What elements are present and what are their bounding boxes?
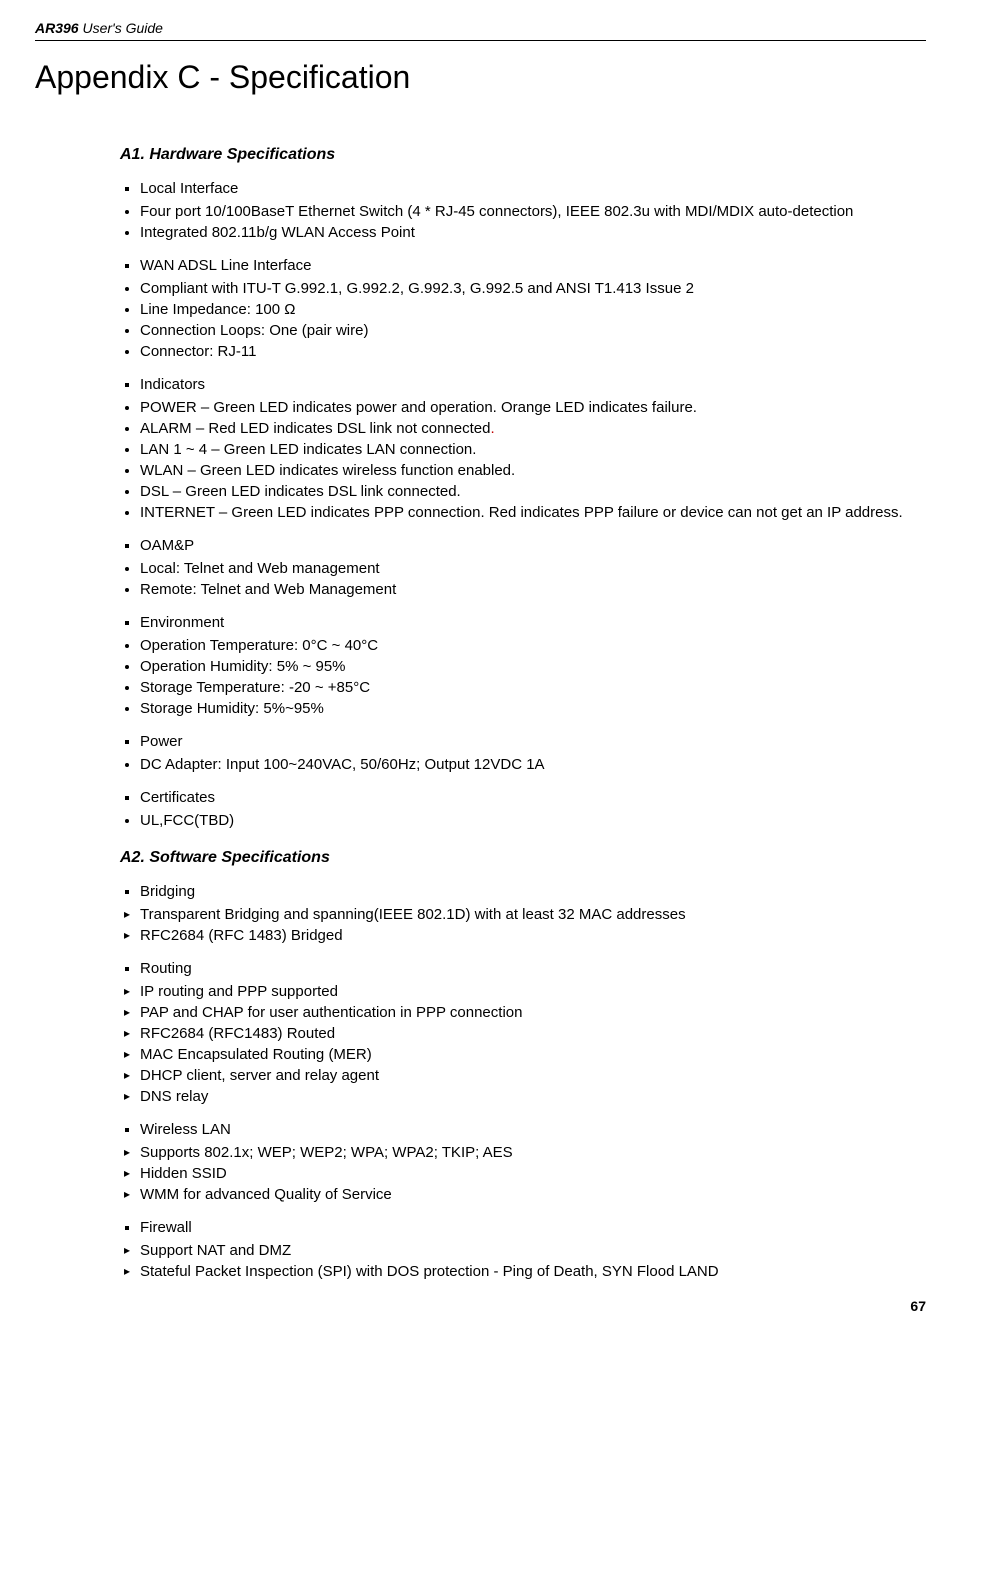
appendix-title: Appendix C - Specification	[35, 59, 926, 96]
list-item: DSL – Green LED indicates DSL link conne…	[140, 481, 926, 502]
bridging-label: Bridging	[140, 881, 926, 902]
list-item: Connector: RJ-11	[140, 341, 926, 362]
list-item: Connection Loops: One (pair wire)	[140, 320, 926, 341]
env-head: Environment	[120, 612, 926, 633]
list-item: UL,FCC(TBD)	[140, 810, 926, 831]
list-item: Supports 802.1x; WEP; WEP2; WPA; WPA2; T…	[126, 1142, 926, 1163]
wlan-label: Wireless LAN	[140, 1119, 926, 1140]
oam-list: Local: Telnet and Web management Remote:…	[120, 558, 926, 600]
header-text: AR396 User's Guide	[35, 20, 163, 36]
list-item: ALARM – Red LED indicates DSL link not c…	[140, 418, 926, 439]
a1-heading: A1. Hardware Specifications	[120, 146, 926, 164]
list-item: WLAN – Green LED indicates wireless func…	[140, 460, 926, 481]
list-item: Operation Temperature: 0°C ~ 40°C	[140, 635, 926, 656]
cert-label: Certificates	[140, 787, 926, 808]
list-item: LAN 1 ~ 4 – Green LED indicates LAN conn…	[140, 439, 926, 460]
firewall-label: Firewall	[140, 1217, 926, 1238]
list-item: Four port 10/100BaseT Ethernet Switch (4…	[140, 201, 926, 222]
wan-head: WAN ADSL Line Interface	[120, 255, 926, 276]
list-item: RFC2684 (RFC1483) Routed	[126, 1023, 926, 1044]
oam-head: OAM&P	[120, 535, 926, 556]
list-item: POWER – Green LED indicates power and op…	[140, 397, 926, 418]
list-item: Storage Temperature: -20 ~ +85°C	[140, 677, 926, 698]
local-interface-head: Local Interface	[120, 178, 926, 199]
local-interface-label: Local Interface	[140, 178, 926, 199]
list-item: INTERNET – Green LED indicates PPP conne…	[140, 502, 926, 523]
power-list: DC Adapter: Input 100~240VAC, 50/60Hz; O…	[120, 754, 926, 775]
power-head: Power	[120, 731, 926, 752]
wan-list: Compliant with ITU-T G.992.1, G.992.2, G…	[120, 278, 926, 362]
alarm-text: ALARM – Red LED indicates DSL link not c…	[140, 420, 490, 437]
list-item: PAP and CHAP for user authentication in …	[126, 1002, 926, 1023]
cert-head: Certificates	[120, 787, 926, 808]
oam-label: OAM&P	[140, 535, 926, 556]
list-item: Integrated 802.11b/g WLAN Access Point	[140, 222, 926, 243]
list-item: Support NAT and DMZ	[126, 1240, 926, 1261]
header-model: AR396	[35, 20, 79, 36]
firewall-list: Support NAT and DMZ Stateful Packet Insp…	[120, 1240, 926, 1282]
routing-label: Routing	[140, 958, 926, 979]
header-guide: User's Guide	[79, 20, 163, 36]
routing-head: Routing	[120, 958, 926, 979]
bridging-list: Transparent Bridging and spanning(IEEE 8…	[120, 904, 926, 946]
list-item: Transparent Bridging and spanning(IEEE 8…	[126, 904, 926, 925]
indicators-head: Indicators	[120, 374, 926, 395]
page-number: 67	[35, 1298, 926, 1314]
list-item: Storage Humidity: 5%~95%	[140, 698, 926, 719]
list-item: Local: Telnet and Web management	[140, 558, 926, 579]
list-item: Operation Humidity: 5% ~ 95%	[140, 656, 926, 677]
list-item: DNS relay	[126, 1086, 926, 1107]
env-list: Operation Temperature: 0°C ~ 40°C Operat…	[120, 635, 926, 719]
list-item: Stateful Packet Inspection (SPI) with DO…	[126, 1261, 926, 1282]
list-item: Compliant with ITU-T G.992.1, G.992.2, G…	[140, 278, 926, 299]
header-bar: AR396 User's Guide	[35, 20, 926, 41]
list-item: WMM for advanced Quality of Service	[126, 1184, 926, 1205]
indicators-list: POWER – Green LED indicates power and op…	[120, 397, 926, 523]
indicators-label: Indicators	[140, 374, 926, 395]
firewall-head: Firewall	[120, 1217, 926, 1238]
bridging-head: Bridging	[120, 881, 926, 902]
page: AR396 User's Guide Appendix C - Specific…	[0, 0, 981, 1334]
local-interface-list: Four port 10/100BaseT Ethernet Switch (4…	[120, 201, 926, 243]
env-label: Environment	[140, 612, 926, 633]
list-item: MAC Encapsulated Routing (MER)	[126, 1044, 926, 1065]
list-item: Line Impedance: 100 Ω	[140, 299, 926, 320]
list-item: DC Adapter: Input 100~240VAC, 50/60Hz; O…	[140, 754, 926, 775]
wan-label: WAN ADSL Line Interface	[140, 255, 926, 276]
wlan-list: Supports 802.1x; WEP; WEP2; WPA; WPA2; T…	[120, 1142, 926, 1205]
routing-list: IP routing and PPP supported PAP and CHA…	[120, 981, 926, 1107]
list-item: IP routing and PPP supported	[126, 981, 926, 1002]
list-item: Hidden SSID	[126, 1163, 926, 1184]
cert-list: UL,FCC(TBD)	[120, 810, 926, 831]
list-item: RFC2684 (RFC 1483) Bridged	[126, 925, 926, 946]
power-label: Power	[140, 731, 926, 752]
list-item: DHCP client, server and relay agent	[126, 1065, 926, 1086]
content-body: A1. Hardware Specifications Local Interf…	[35, 146, 926, 1282]
list-item: Remote: Telnet and Web Management	[140, 579, 926, 600]
a2-heading: A2. Software Specifications	[120, 849, 926, 867]
alarm-dot: .	[490, 420, 494, 437]
wlan-head: Wireless LAN	[120, 1119, 926, 1140]
